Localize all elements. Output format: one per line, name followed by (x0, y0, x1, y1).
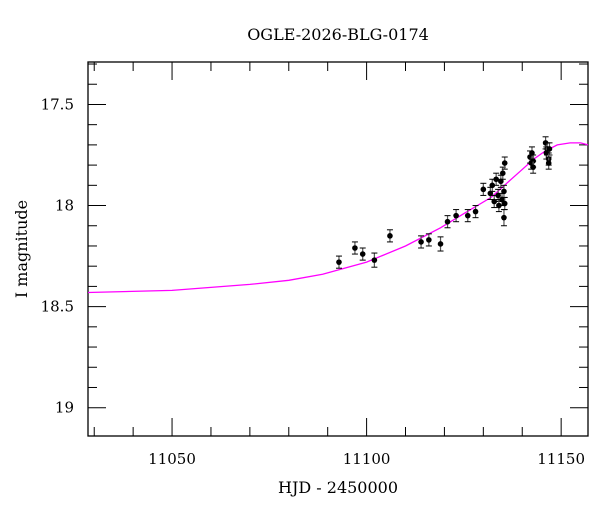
y-tick-label: 19 (55, 399, 74, 417)
data-point (480, 186, 487, 193)
data-point (498, 178, 504, 185)
data-point (387, 233, 393, 239)
data-point (495, 192, 501, 199)
data-point (444, 218, 451, 225)
data-point (489, 182, 496, 189)
x-tick-label: 11150 (537, 450, 585, 468)
x-tick-label: 11050 (148, 450, 196, 468)
data-point (493, 176, 499, 183)
y-tick-label: 18 (55, 197, 74, 215)
data-point (530, 164, 536, 170)
model-curve (87, 142, 589, 294)
data-point (453, 212, 459, 219)
x-axis-label: HJD - 2450000 (278, 478, 398, 497)
data-point (501, 200, 508, 207)
data-point (501, 214, 507, 221)
data-point (501, 160, 508, 166)
data-point (418, 239, 424, 245)
data-point (472, 208, 479, 215)
x-tick-label: 11100 (343, 450, 391, 468)
data-point (499, 196, 505, 203)
data-point (359, 251, 366, 257)
data-point (499, 170, 506, 176)
data-point (529, 150, 535, 156)
data-point (437, 241, 444, 247)
data-point (545, 160, 552, 166)
data-point (546, 146, 553, 152)
y-axis-label: I magnitude (12, 200, 31, 298)
chart-title: OGLE-2026-BLG-0174 (247, 25, 429, 44)
data-point (352, 245, 358, 251)
data-point (426, 237, 432, 243)
data-point (487, 190, 494, 197)
data-point (464, 212, 471, 219)
data-point (496, 202, 502, 209)
data-point (501, 188, 507, 195)
y-tick-label: 18.5 (41, 298, 74, 316)
data-point (371, 257, 378, 263)
data-point (491, 198, 498, 205)
data-point (336, 259, 342, 265)
y-tick-label: 17.5 (41, 95, 74, 113)
plot-frame (87, 61, 589, 437)
